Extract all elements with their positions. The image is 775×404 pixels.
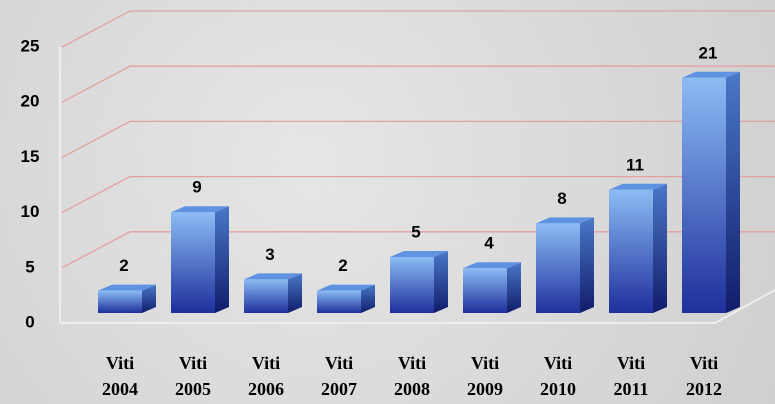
- x-tick-label: Viti 2010: [540, 353, 576, 399]
- x-tick-label: Viti 2007: [321, 353, 357, 399]
- bar-top: [244, 273, 302, 280]
- bar-side: [507, 262, 521, 313]
- bar-top: [171, 206, 229, 213]
- bar-side: [142, 284, 156, 313]
- bar: [609, 189, 653, 313]
- y-tick-label: 15: [21, 147, 40, 166]
- data-label: 9: [192, 178, 201, 197]
- bar-top: [463, 262, 521, 269]
- bar: [171, 212, 215, 313]
- bar: [244, 279, 288, 313]
- floor-edge: [60, 289, 775, 324]
- data-label: 21: [699, 43, 718, 62]
- bar: [390, 257, 434, 313]
- x-tick-label: Viti 2005: [175, 353, 211, 399]
- x-tick-label: Viti 2004: [102, 353, 138, 399]
- bar: [317, 290, 361, 313]
- bar-top: [317, 284, 375, 291]
- bar-top: [390, 251, 448, 257]
- x-tick-label: Viti 2009: [467, 353, 503, 399]
- y-tick-label: 0: [25, 312, 34, 331]
- grid-line: [61, 120, 775, 158]
- bar-side: [653, 183, 667, 313]
- data-label: 2: [338, 256, 347, 275]
- bar-side: [361, 284, 375, 313]
- bar: [682, 77, 726, 313]
- x-tick-label: Viti 2011: [613, 353, 649, 399]
- y-tick-label: 5: [25, 257, 34, 276]
- x-tick-label: Viti 2006: [248, 353, 284, 399]
- bar-top: [98, 284, 156, 291]
- bar-side: [288, 273, 302, 313]
- y-tick-label: 25: [21, 36, 40, 55]
- bar-side: [434, 251, 448, 313]
- data-label: 8: [557, 189, 566, 208]
- grid-line: [61, 175, 775, 214]
- grid-line: [61, 10, 775, 48]
- bar-side: [580, 217, 594, 313]
- y-tick-label: 20: [21, 92, 40, 111]
- bar-side: [215, 206, 229, 313]
- bar-side: [726, 71, 740, 313]
- bar-top: [682, 71, 740, 78]
- bar-top: [536, 217, 594, 224]
- data-label: 4: [484, 234, 494, 253]
- x-tick-label: Viti 2008: [394, 353, 430, 399]
- bar-top: [609, 183, 667, 190]
- x-tick-label: Viti 2012: [686, 353, 722, 399]
- bar: [98, 290, 142, 313]
- bar: [536, 223, 580, 313]
- data-label: 3: [265, 245, 274, 264]
- grid-line: [61, 65, 775, 103]
- bar: [463, 268, 507, 313]
- y-tick-label: 10: [21, 202, 40, 221]
- data-label: 5: [411, 222, 420, 241]
- data-label: 11: [626, 155, 644, 174]
- data-label: 2: [119, 256, 128, 275]
